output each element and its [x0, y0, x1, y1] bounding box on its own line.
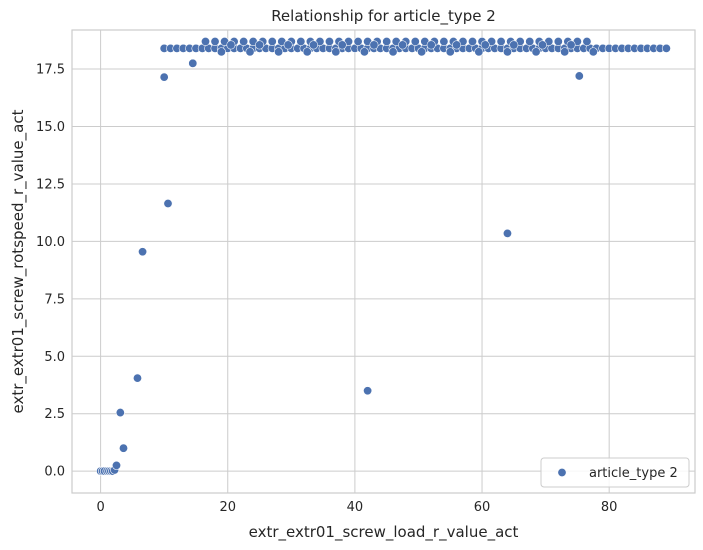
- data-point: [226, 40, 236, 50]
- data-point: [118, 443, 128, 453]
- data-point: [525, 36, 535, 46]
- x-tick-label: 80: [601, 500, 618, 515]
- data-point: [417, 47, 427, 57]
- data-point: [324, 36, 334, 46]
- data-point: [531, 47, 541, 57]
- y-tick-label: 12.5: [36, 177, 65, 192]
- x-tick-label: 0: [96, 500, 104, 515]
- data-point: [452, 40, 462, 50]
- x-axis-label: extr_extr01_screw_load_r_value_act: [249, 523, 519, 542]
- legend-box: [540, 457, 690, 488]
- plot-frame: [71, 29, 696, 494]
- data-point: [216, 47, 226, 57]
- chart-title: Relationship for article_type 2: [271, 7, 496, 26]
- data-point: [566, 40, 576, 50]
- data-point: [480, 40, 490, 50]
- data-point: [267, 36, 277, 46]
- data-point: [353, 36, 363, 46]
- data-point: [588, 47, 598, 57]
- data-point: [439, 36, 449, 46]
- data-point: [283, 40, 293, 50]
- data-point: [115, 408, 125, 418]
- data-point: [210, 36, 220, 46]
- data-point: [388, 47, 398, 57]
- data-point: [363, 386, 373, 396]
- y-tick-label: 2.5: [44, 407, 65, 422]
- x-tick-label: 60: [474, 500, 491, 515]
- y-tick-label: 5.0: [44, 350, 65, 365]
- data-point: [138, 247, 148, 257]
- legend: article_type 2: [540, 457, 690, 488]
- data-point: [159, 72, 169, 82]
- data-point: [467, 36, 477, 46]
- data-point: [502, 228, 512, 238]
- data-point: [274, 47, 284, 57]
- data-point: [132, 373, 142, 383]
- data-point: [553, 36, 563, 46]
- data-point: [474, 47, 484, 57]
- legend-marker: [557, 467, 567, 477]
- data-point: [188, 58, 198, 68]
- data-point: [410, 36, 420, 46]
- x-tick-label: 40: [347, 500, 364, 515]
- data-point: [245, 47, 255, 57]
- y-tick-label: 15.0: [36, 120, 65, 135]
- y-tick-label: 0.0: [44, 465, 65, 480]
- data-point: [302, 47, 312, 57]
- data-point: [359, 47, 369, 57]
- data-point: [574, 71, 584, 81]
- data-point: [426, 40, 436, 50]
- data-point: [309, 40, 319, 50]
- data-point: [112, 460, 122, 470]
- data-point: [239, 36, 249, 46]
- data-point: [201, 36, 211, 46]
- data-point: [496, 36, 506, 46]
- data-points: [96, 36, 671, 476]
- data-point: [502, 47, 512, 57]
- data-point: [163, 198, 173, 208]
- grid-lines: [72, 30, 695, 493]
- data-point: [382, 36, 392, 46]
- y-axis-ticks: 0.0 2.5 5.0 7.5 10.0 12.5 15.0 17.5: [36, 63, 65, 480]
- legend-label: article_type 2: [589, 466, 678, 481]
- data-point: [331, 47, 341, 57]
- data-point: [255, 40, 265, 50]
- data-point: [582, 36, 592, 46]
- data-point: [296, 36, 306, 46]
- data-point: [537, 40, 547, 50]
- x-axis-ticks: 0 20 40 60 80: [96, 500, 617, 515]
- data-point: [560, 47, 570, 57]
- y-tick-label: 7.5: [44, 292, 65, 307]
- data-point: [509, 40, 519, 50]
- data-point: [661, 43, 671, 53]
- y-tick-label: 17.5: [36, 63, 65, 78]
- y-tick-label: 10.0: [36, 235, 65, 250]
- x-tick-label: 20: [219, 500, 236, 515]
- y-axis-label: extr_extr01_screw_rotspeed_r_value_act: [9, 109, 28, 413]
- data-point: [445, 47, 455, 57]
- data-point: [369, 40, 379, 50]
- data-point: [398, 40, 408, 50]
- data-point: [337, 40, 347, 50]
